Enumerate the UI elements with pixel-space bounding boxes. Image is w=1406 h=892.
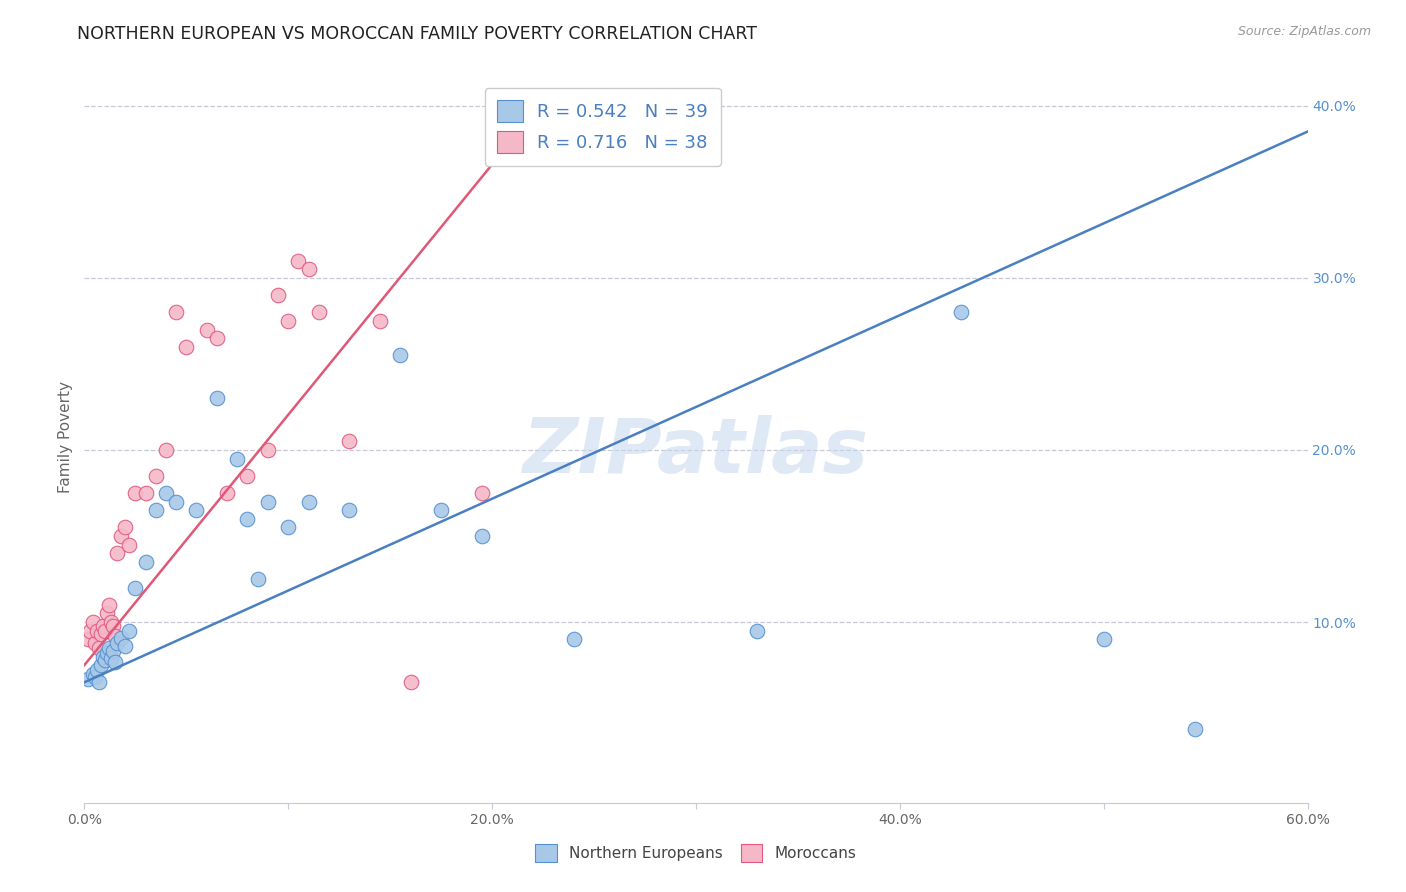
Point (87, 640, 110, 655)
Point (145, 468, 167, 483)
Point (93, 653, 115, 667)
Point (96, 646, 118, 660)
Point (174, 340, 197, 354)
Point (118, 624, 141, 638)
Point (471, 486, 494, 500)
Point (430, 503, 453, 517)
Point (155, 442, 177, 457)
Point (471, 529, 494, 543)
Point (101, 644, 124, 658)
Point (104, 655, 127, 669)
Point (124, 581, 146, 595)
Point (110, 529, 132, 543)
Point (389, 348, 412, 362)
Point (298, 262, 321, 277)
Point (205, 392, 228, 406)
Point (562, 632, 585, 647)
Point (97, 640, 120, 655)
Point (236, 468, 259, 483)
Point (298, 494, 321, 508)
Point (77, 632, 100, 647)
Point (82, 666, 104, 681)
Point (96, 607, 118, 621)
Point (145, 503, 167, 517)
Point (217, 486, 239, 500)
Point (90, 658, 112, 673)
Point (308, 305, 330, 319)
Text: NORTHERN EUROPEAN VS MOROCCAN FAMILY POVERTY CORRELATION CHART: NORTHERN EUROPEAN VS MOROCCAN FAMILY POV… (77, 25, 758, 43)
Point (205, 331, 228, 345)
Point (87, 675, 110, 690)
Point (100, 615, 122, 629)
Point (97, 598, 120, 612)
Point (83, 636, 105, 650)
Legend: Northern Europeans, Moroccans: Northern Europeans, Moroccans (529, 838, 863, 868)
Point (368, 314, 391, 328)
Point (226, 451, 249, 466)
Point (105, 546, 128, 560)
Point (93, 624, 115, 638)
Point (236, 512, 259, 526)
Point (287, 253, 309, 268)
Point (165, 305, 187, 319)
Point (91, 649, 114, 664)
Point (82, 615, 104, 629)
Point (1092, 632, 1115, 647)
Point (104, 629, 127, 643)
Text: ZIPatlas: ZIPatlas (523, 415, 869, 489)
Point (83, 670, 105, 684)
Point (257, 442, 280, 457)
Point (950, 305, 973, 319)
Point (277, 314, 299, 328)
Point (105, 636, 128, 650)
Point (135, 555, 157, 569)
Point (399, 675, 422, 690)
Point (79, 624, 101, 638)
Point (118, 538, 141, 552)
Point (747, 624, 769, 638)
Point (77, 672, 100, 686)
Point (90, 627, 112, 641)
Point (86, 663, 108, 677)
Point (186, 503, 208, 517)
Point (91, 618, 114, 632)
Point (101, 618, 124, 632)
Point (114, 639, 136, 653)
Point (195, 322, 218, 336)
Point (114, 520, 136, 534)
Point (339, 503, 361, 517)
Point (257, 494, 280, 508)
Point (1184, 722, 1206, 736)
Point (100, 651, 122, 665)
Point (110, 631, 132, 645)
Y-axis label: Family Poverty: Family Poverty (58, 381, 73, 493)
Point (135, 486, 157, 500)
Text: Source: ZipAtlas.com: Source: ZipAtlas.com (1237, 25, 1371, 38)
Point (339, 434, 361, 449)
Point (155, 486, 177, 500)
Point (124, 486, 146, 500)
Point (246, 572, 269, 586)
Point (86, 624, 108, 638)
Point (277, 520, 299, 534)
Point (267, 288, 290, 302)
Point (165, 494, 187, 508)
